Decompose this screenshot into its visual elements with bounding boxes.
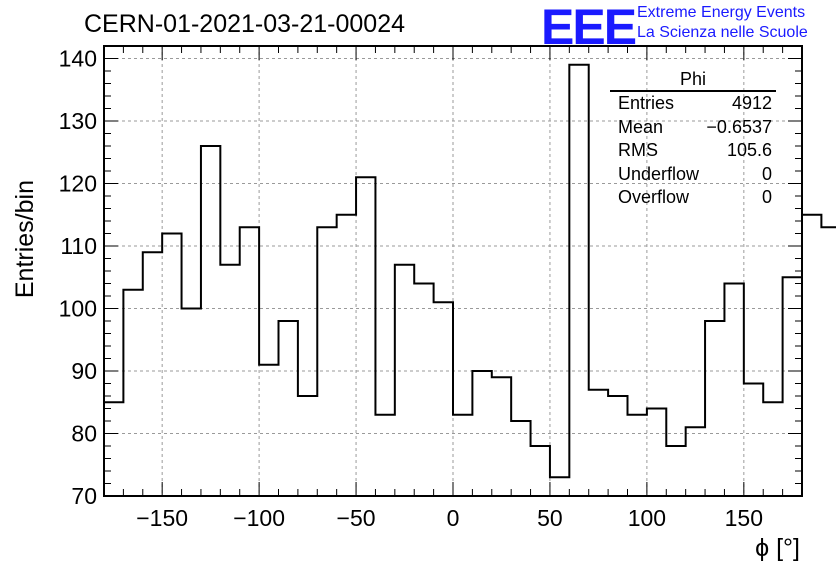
logo-line-2: La Scienza nelle Scuole <box>637 24 808 41</box>
stats-label: Entries <box>618 93 675 113</box>
histogram-bin <box>259 365 278 496</box>
stats-label: Mean <box>618 116 664 137</box>
histogram-bin <box>279 321 298 496</box>
stats-row: RMS 105.6 <box>610 139 776 163</box>
histogram-bin <box>531 446 550 496</box>
stats-box: Phi Entries 4912 Mean −0.6537 RMS 105.6 Underf… <box>610 68 776 210</box>
histogram-bins <box>104 63 836 497</box>
histogram-bin <box>201 146 220 496</box>
histogram-bin <box>240 227 259 496</box>
stats-label: Overflow <box>618 187 690 207</box>
run-title: CERN-01-2021-03-21-00024 <box>84 10 406 38</box>
histogram-bin <box>356 177 375 496</box>
axis-ticks <box>104 45 802 497</box>
histogram-bin <box>472 371 491 496</box>
stats-value: 0 <box>761 187 772 207</box>
histogram-bin <box>492 377 511 496</box>
stats-title: Phi <box>610 68 776 92</box>
y-tick-label: 80 <box>71 421 97 447</box>
histogram-bin <box>802 215 821 496</box>
x-tick-label: 100 <box>628 505 666 531</box>
stats-row: Mean −0.6537 <box>610 116 776 140</box>
histogram-bin <box>550 477 569 496</box>
eee-logo: EEE <box>541 0 637 55</box>
histogram-bin <box>569 65 588 496</box>
histogram-bin <box>821 227 836 496</box>
x-tick-label: 50 <box>537 505 563 531</box>
plot-frame <box>103 45 803 497</box>
histogram-bin <box>395 265 414 496</box>
stats-label: Underflow <box>618 163 700 184</box>
x-tick-label: −100 <box>233 505 285 531</box>
histogram-bin <box>724 284 743 497</box>
histogram-bin <box>220 265 239 496</box>
histogram-outline <box>104 63 836 479</box>
x-tick-label: −50 <box>337 505 376 531</box>
histogram-bin <box>182 309 201 497</box>
stats-row: Overflow 0 <box>610 186 776 210</box>
histogram-bin <box>317 227 336 496</box>
x-tick-labels: −150 −100 −50 0 50 100 150 <box>136 505 763 531</box>
histogram-bin <box>744 384 763 497</box>
y-axis-label: Entries/bin <box>11 180 39 298</box>
histogram-bin <box>123 290 142 496</box>
x-axis-label: ϕ [°] <box>755 534 800 562</box>
histogram-bin <box>763 402 782 496</box>
y-tick-labels: 70 80 90 100 110 120 130 140 <box>59 46 97 510</box>
stats-value: 4912 <box>731 93 772 113</box>
histogram-bin <box>783 277 802 496</box>
histogram-bin <box>686 427 705 496</box>
histogram-bin <box>647 409 666 497</box>
y-tick-label: 110 <box>60 233 97 259</box>
histogram-bin <box>511 421 530 496</box>
y-tick-label: 90 <box>71 358 97 384</box>
y-tick-label: 130 <box>59 108 97 134</box>
histogram-bin <box>589 390 608 496</box>
y-tick-label: 70 <box>71 483 97 509</box>
logo-line-1: Extreme Energy Events <box>637 4 806 21</box>
histogram-bin <box>666 446 685 496</box>
stats-value: 0 <box>761 163 772 184</box>
stats-value: −0.6537 <box>706 116 772 137</box>
histogram-bin <box>414 284 433 497</box>
stats-row: Entries 4912 <box>610 92 776 116</box>
x-tick-label: 0 <box>447 505 460 531</box>
histogram-bin <box>298 396 317 496</box>
x-tick-label: −150 <box>136 505 188 531</box>
histogram-bin <box>705 321 724 496</box>
histogram-bin <box>143 252 162 496</box>
histogram-bin <box>104 402 123 496</box>
x-tick-label: 150 <box>725 505 763 531</box>
stats-row: Underflow 0 <box>610 163 776 187</box>
stats-label: RMS <box>618 140 658 160</box>
histogram-bin <box>628 415 647 496</box>
stats-value: 105.6 <box>726 140 772 160</box>
y-tick-label: 140 <box>59 46 97 72</box>
histogram-bin <box>434 302 453 496</box>
histogram-bin <box>337 215 356 496</box>
histogram-bin <box>608 396 627 496</box>
y-tick-label: 100 <box>59 296 97 322</box>
y-tick-label: 120 <box>59 171 97 197</box>
histogram-bin <box>375 415 394 496</box>
histogram-bin <box>453 415 472 496</box>
histogram-bin <box>162 234 181 497</box>
